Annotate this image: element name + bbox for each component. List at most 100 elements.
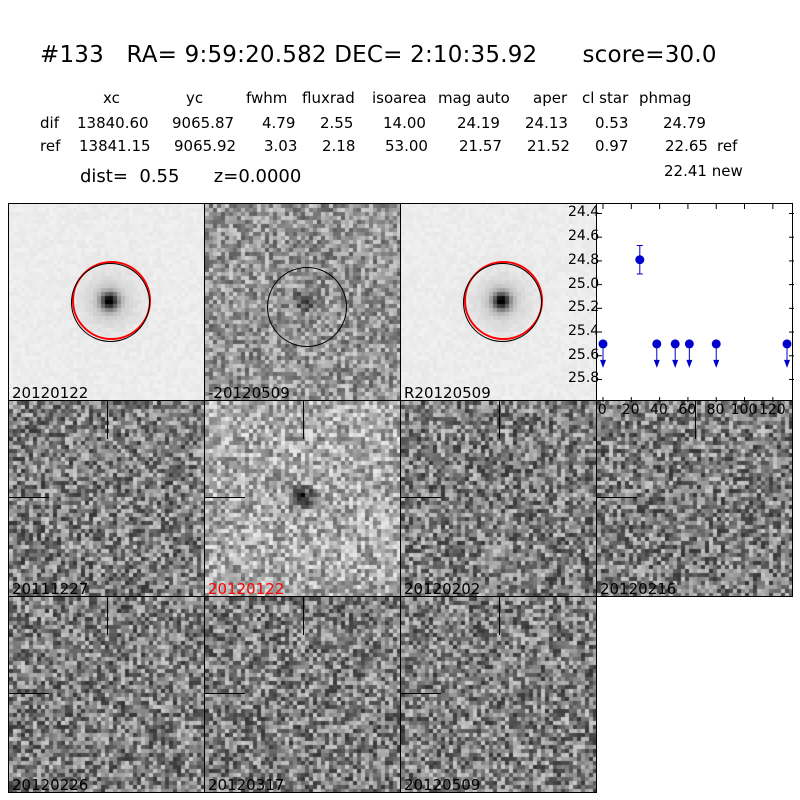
crosshair-horizontal xyxy=(401,693,441,694)
ring-black xyxy=(71,263,150,342)
upper-limit-arrowhead xyxy=(600,359,606,368)
x-tick-label: 0 xyxy=(597,402,607,418)
stamp-image xyxy=(401,401,596,596)
crosshair-vertical xyxy=(107,401,108,439)
row-ref-fluxrad: 2.18 xyxy=(322,137,356,155)
crosshair-horizontal xyxy=(401,497,441,498)
stamp-label: 20120509 xyxy=(404,776,481,793)
upper-limit-point xyxy=(652,339,662,349)
y-tick-label: 25.2 xyxy=(568,299,600,316)
row-dif-fluxrad: 2.55 xyxy=(320,114,354,132)
x-tick-label: 40 xyxy=(650,402,668,418)
crosshair-vertical xyxy=(695,401,696,439)
row-dif-isoarea: 14.00 xyxy=(383,114,426,132)
y-tick-label: 24.8 xyxy=(568,251,600,268)
y-tick-label: 24.4 xyxy=(568,204,600,221)
stamp-label: 20120202 xyxy=(404,580,481,597)
crosshair-horizontal xyxy=(9,497,49,498)
upper-limit-point xyxy=(598,339,608,349)
row-dif-aper: 24.13 xyxy=(525,114,568,132)
upper-limit-arrowhead xyxy=(672,359,679,368)
upper-limit-point xyxy=(711,339,721,349)
row-dif-xc: 13840.60 xyxy=(77,114,149,132)
col-header-cl-star: cl star xyxy=(582,89,629,107)
x-tick-label: 80 xyxy=(706,402,725,418)
stamp-image xyxy=(9,401,204,596)
stamp-label: 20111227 xyxy=(12,580,89,597)
stamp-label: R20120509 xyxy=(404,384,491,401)
row-ref-suffix: ref xyxy=(717,137,738,155)
col-header-aper: aper xyxy=(533,89,568,107)
light-curve-plot: 24.4 24.6 24.8 25.0 25.2 25.4 25.6 25.8 xyxy=(568,203,794,402)
page-title: #133 RA= 9:59:20.582 DEC= 2:10:35.92 sco… xyxy=(40,42,717,68)
crosshair-vertical xyxy=(303,401,304,439)
stamp-epoch: 20120226 xyxy=(8,596,205,793)
stamp-label: 20120317 xyxy=(208,776,285,793)
row-dif-mag-auto: 24.19 xyxy=(457,114,500,132)
upper-limit-arrowhead xyxy=(686,359,693,368)
stamp-label: 20120122 xyxy=(208,580,285,597)
stamp-label: 20120226 xyxy=(12,776,89,793)
distance-redshift-line: dist= 0.55 z=0.0000 xyxy=(80,166,302,187)
col-header-yc: yc xyxy=(186,89,204,107)
y-tick-label: 25.4 xyxy=(568,323,600,340)
new-mag-label: 22.41 new xyxy=(664,162,743,180)
y-tick-label: 25.6 xyxy=(568,346,600,363)
row-ref-label: ref xyxy=(40,137,61,155)
stamp-label: 20120122 xyxy=(12,384,89,401)
upper-limit-point xyxy=(782,339,792,349)
row-dif-phmag: 24.79 xyxy=(663,114,706,132)
upper-limit-arrowhead xyxy=(713,359,720,368)
stamp-image xyxy=(401,597,596,792)
crosshair-vertical xyxy=(499,401,500,439)
y-tick-label: 24.6 xyxy=(568,228,600,245)
col-header-phmag: phmag xyxy=(639,89,692,107)
stamp-epoch: 20120122 xyxy=(204,400,401,597)
light-curve-svg xyxy=(597,204,794,402)
stamp-label: -20120509 xyxy=(208,384,290,401)
col-header-mag-auto: mag auto xyxy=(438,89,510,107)
crosshair-vertical xyxy=(107,597,108,635)
x-tick-label: 20 xyxy=(621,402,640,418)
row-ref-mag-auto: 21.57 xyxy=(459,137,502,155)
stamp-epoch: 20120317 xyxy=(204,596,401,793)
crosshair-vertical xyxy=(303,597,304,635)
y-tick-label: 25.8 xyxy=(568,370,600,387)
stamp-image xyxy=(597,401,792,596)
row-ref-yc: 9065.92 xyxy=(174,137,237,155)
upper-limit-point xyxy=(670,339,680,349)
col-header-fwhm: fwhm xyxy=(246,89,288,107)
stamp-image xyxy=(9,597,204,792)
crosshair-horizontal xyxy=(597,497,637,498)
ring-black xyxy=(463,263,542,342)
stamp-epoch: 20111227 xyxy=(8,400,205,597)
upper-limit-point xyxy=(684,339,694,349)
row-dif-fwhm: 4.79 xyxy=(262,114,296,132)
row-dif-cl-star: 0.53 xyxy=(595,114,629,132)
stamp-search: 20120122 xyxy=(8,203,205,401)
stamp-epoch: 20120216 xyxy=(596,400,793,597)
stamp-epoch: 20120509 xyxy=(400,596,597,793)
col-header-isoarea: isoarea xyxy=(372,89,427,107)
x-tick-label: 100 xyxy=(730,402,758,418)
col-header-fluxrad: fluxrad xyxy=(302,89,355,107)
x-tick-label: 60 xyxy=(678,402,697,418)
stamp-diff: -20120509 xyxy=(204,203,401,401)
stamp-ref: R20120509 xyxy=(400,203,597,401)
ring-black xyxy=(267,267,347,347)
row-ref-aper: 21.52 xyxy=(527,137,570,155)
crosshair-horizontal xyxy=(9,693,49,694)
row-ref-xc: 13841.15 xyxy=(79,137,151,155)
row-ref-fwhm: 3.03 xyxy=(264,137,298,155)
row-dif-yc: 9065.87 xyxy=(172,114,235,132)
upper-limit-arrowhead xyxy=(784,359,790,368)
stamp-label: 20120216 xyxy=(600,580,677,597)
stamp-image xyxy=(205,597,400,792)
row-dif-label: dif xyxy=(40,114,59,132)
row-ref-phmag: 22.65 xyxy=(665,137,708,155)
x-tick-label: 120 xyxy=(758,402,786,418)
row-ref-cl-star: 0.97 xyxy=(595,137,629,155)
detection-point xyxy=(635,255,645,265)
y-tick-label: 25.0 xyxy=(568,275,600,292)
stamp-image xyxy=(205,401,400,596)
